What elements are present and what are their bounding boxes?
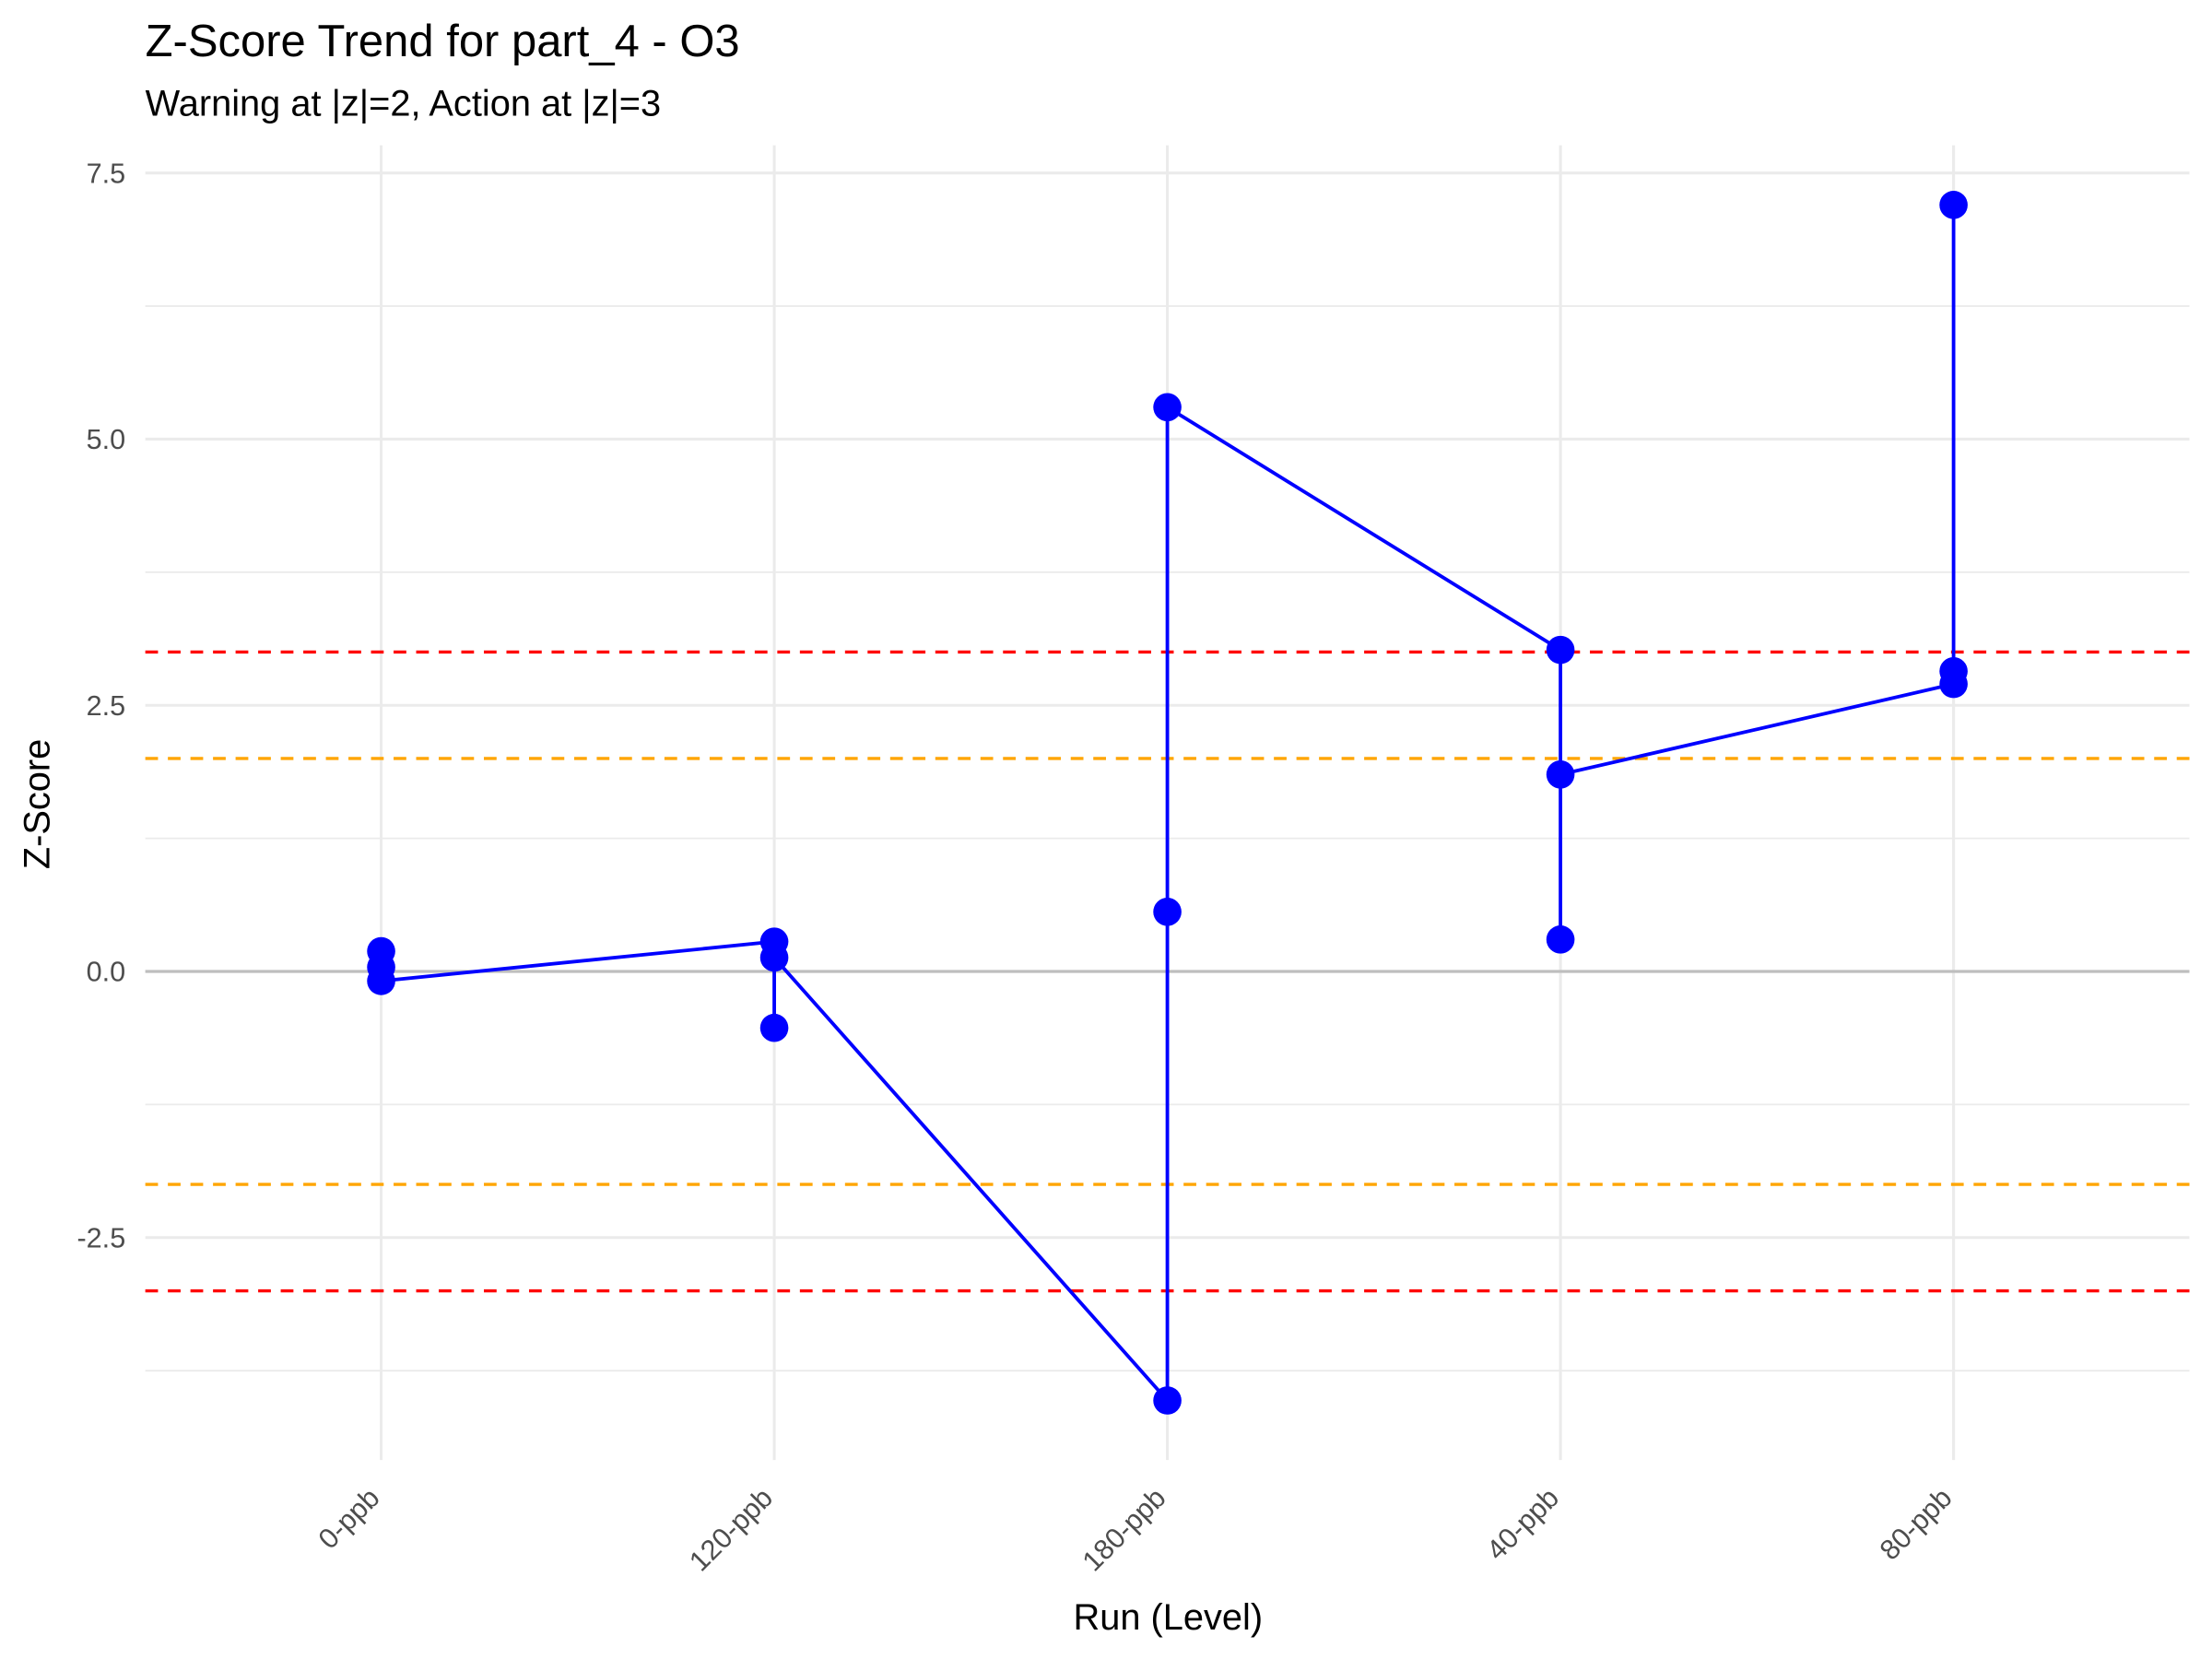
data-point [1546,925,1575,954]
x-tick-label: 0-ppb [312,1482,385,1555]
data-point [1546,760,1575,789]
y-tick-label: -2.5 [76,1222,125,1253]
y-axis-label: Z-Score [18,739,58,869]
data-point [1153,1386,1182,1415]
chart-subtitle: Warning at |z|=2, Action at |z|=3 [146,84,662,124]
x-tick-label: 80-ppb [1874,1482,1958,1566]
data-point [1153,393,1182,422]
y-tick-label: 2.5 [87,690,126,722]
data-point [1546,635,1575,665]
x-tick-label: 40-ppb [1481,1482,1565,1566]
data-point [367,967,395,995]
y-tick-label: 0.0 [87,957,126,988]
data-point [759,943,789,972]
data-point [1939,656,1968,686]
x-tick-label: 180-ppb [1077,1482,1171,1577]
data-point [759,1013,789,1042]
y-tick-label: 5.0 [87,424,126,455]
x-axis-label: Run (Level) [1074,1597,1264,1638]
data-point [1939,191,1968,219]
data-point [1153,898,1182,926]
y-tick-label: 7.5 [87,158,126,189]
chart-title: Z-Score Trend for part_4 - O3 [146,17,740,66]
x-tick-label: 120-ppb [684,1482,779,1577]
